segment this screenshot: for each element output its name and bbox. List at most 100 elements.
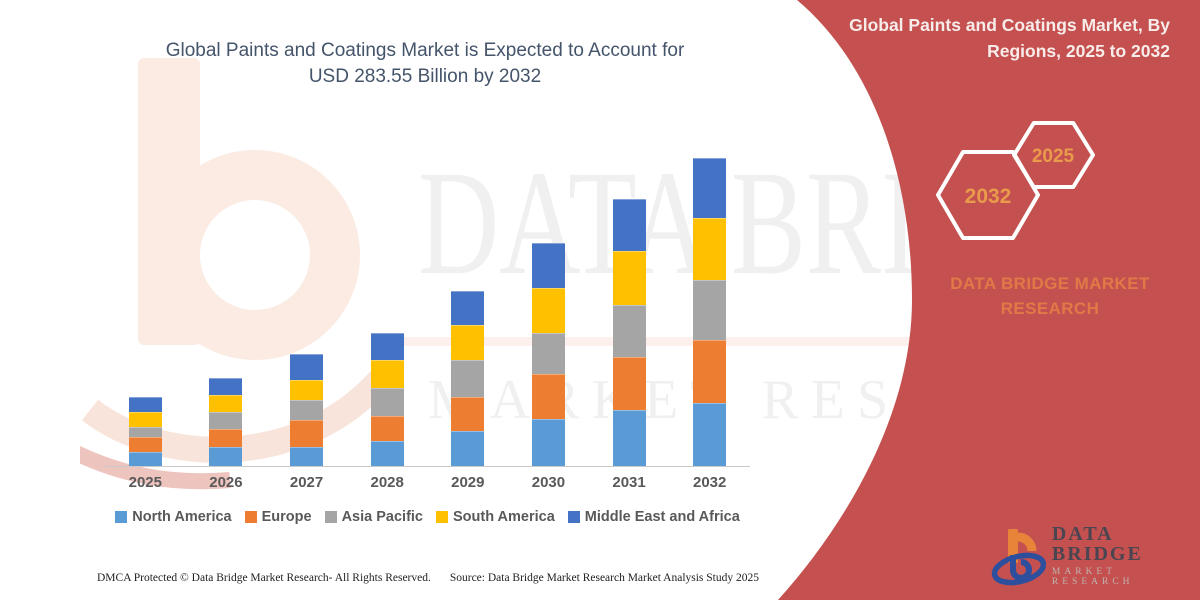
bar-segment <box>290 400 324 421</box>
legend-item: Asia Pacific <box>324 509 423 525</box>
bar-segment <box>451 396 485 431</box>
bar-column <box>186 140 267 466</box>
bar-segment <box>451 291 485 325</box>
chart-title-line1: Global Paints and Coatings Market is Exp… <box>165 40 685 61</box>
plot-area <box>105 140 750 467</box>
bar-segment <box>370 415 404 442</box>
x-axis-labels: 2025 2026 2027 2028 2029 2030 2031 2032 <box>105 474 750 491</box>
bar-segment <box>290 446 324 466</box>
footer: DMCA Protected © Data Bridge Market Rese… <box>97 572 759 584</box>
stacked-bar-2031 <box>612 199 646 466</box>
bar-segment <box>128 436 162 452</box>
company-logo: DATA BRIDGE MARKET RESEARCH <box>988 524 1200 587</box>
front-hexagon-year: 2025 <box>1032 146 1075 167</box>
legend-label: Asia Pacific <box>341 509 423 525</box>
x-axis-label: 2026 <box>209 474 243 491</box>
logo-subtitle: MARKET RESEARCH <box>1051 567 1134 587</box>
bar-segment <box>209 412 243 429</box>
bar-segment <box>290 354 324 380</box>
bar-column <box>508 140 589 466</box>
bar-segment <box>612 199 646 252</box>
legend-swatch-icon <box>567 511 580 523</box>
back-hexagon-year: 2032 <box>965 185 1012 208</box>
stacked-bar-2026 <box>209 377 243 466</box>
bar-segment <box>612 356 646 410</box>
x-axis-label: 2029 <box>451 474 485 491</box>
logo-name: DATA BRIDGE <box>1051 523 1143 565</box>
bar-segment <box>693 217 727 281</box>
stacked-bar-2029 <box>451 291 485 466</box>
chart-title: Global Paints and Coatings Market is Exp… <box>105 38 745 90</box>
legend-label: North America <box>132 509 232 525</box>
bar-segment <box>128 412 162 428</box>
bar-column <box>266 140 347 466</box>
bar-segment <box>128 427 162 437</box>
legend-label: Middle East and Africa <box>584 509 740 525</box>
bar-segment <box>693 280 727 341</box>
legend-swatch-icon <box>244 511 257 523</box>
back-hexagon-icon <box>936 150 1040 240</box>
bar-segment <box>290 420 324 447</box>
bar-segment <box>531 374 565 419</box>
bar-segment <box>612 409 646 466</box>
panel-brand-text: DATA BRIDGE MARKET RESEARCH <box>930 272 1170 321</box>
x-axis-label: 2032 <box>693 474 727 491</box>
bar-column <box>669 140 750 466</box>
bar-segment <box>209 446 243 466</box>
year-badge-hexagons: 2032 2025 <box>936 121 1095 240</box>
bar-column <box>428 140 509 466</box>
x-axis-label: 2030 <box>531 474 566 491</box>
legend-item: Middle East and Africa <box>567 509 740 525</box>
stacked-bar-2028 <box>370 333 404 466</box>
watermark-stripe <box>390 337 1200 346</box>
stacked-bar-2025 <box>128 397 162 466</box>
x-axis-label: 2031 <box>612 474 646 491</box>
bar-segment <box>370 441 404 466</box>
panel-brand-line2: RESEARCH <box>1000 298 1100 318</box>
panel-brand-line1: DATA BRIDGE MARKET <box>950 274 1150 293</box>
bar-segment <box>209 395 243 413</box>
bar-column <box>347 140 428 466</box>
legend-label: Europe <box>261 509 312 525</box>
dmca-text: DMCA Protected © Data Bridge Market Rese… <box>97 572 431 584</box>
chart-title-line2: USD 283.55 Billion by 2032 <box>308 66 542 87</box>
bar-segment <box>531 418 565 466</box>
bar-segment <box>209 377 243 396</box>
source-text: Source: Data Bridge Market Research Mark… <box>449 572 759 584</box>
legend-swatch-icon <box>436 511 448 523</box>
x-axis-label: 2027 <box>289 474 324 491</box>
bar-segment <box>370 360 404 389</box>
x-axis-label: 2025 <box>128 474 162 491</box>
stacked-bar-2027 <box>290 354 324 466</box>
bar-segment <box>693 157 727 218</box>
panel-header: Global Paints and Coatings Market, By Re… <box>849 15 1170 62</box>
bar-column <box>105 140 186 466</box>
bar-segment <box>612 304 646 357</box>
bar-segment <box>370 388 404 416</box>
watermark-b-logo-icon <box>80 58 390 490</box>
bar-segment <box>451 430 485 466</box>
bar-segment <box>209 428 243 447</box>
side-panel <box>778 0 1200 600</box>
legend-item: South America <box>436 509 555 525</box>
bar-column <box>589 140 670 466</box>
legend-item: North America <box>115 509 232 525</box>
bar-segment <box>128 397 162 413</box>
legend-label: South America <box>453 509 555 525</box>
bar-segment <box>290 379 324 401</box>
bar-segment <box>693 403 727 466</box>
legend: North America Europe Asia Pacific South Ame… <box>105 509 750 525</box>
bar-segment <box>370 333 404 361</box>
bar-segment <box>451 324 485 361</box>
bar-segment <box>612 251 646 305</box>
bar-segment <box>451 360 485 397</box>
stacked-bar-2032 <box>693 157 727 466</box>
bar-segment <box>531 332 565 375</box>
bar-segment <box>531 243 565 288</box>
legend-item: Europe <box>244 509 312 525</box>
stacked-bar-2030 <box>531 243 565 466</box>
bar-segment <box>128 451 162 466</box>
legend-swatch-icon <box>115 511 128 523</box>
x-axis-label: 2028 <box>370 474 404 491</box>
